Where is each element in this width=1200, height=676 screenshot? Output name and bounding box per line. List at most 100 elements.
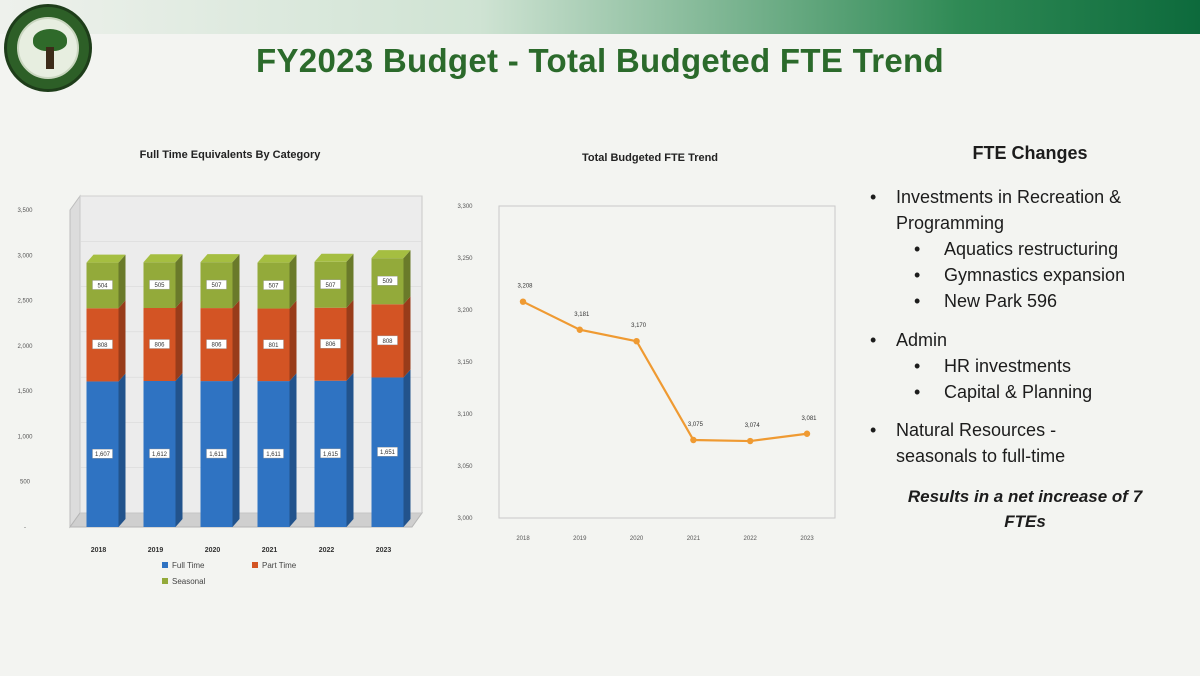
data-label-box xyxy=(320,448,341,459)
top-decorative-band xyxy=(0,0,1200,34)
line-x-tick-label: 2020 xyxy=(630,536,644,542)
legend-label: Part Time xyxy=(262,561,297,570)
bullet-natural-resources-line1: Natural Resources - xyxy=(896,419,1057,440)
trend-point xyxy=(690,436,697,444)
line-x-tick-label: 2023 xyxy=(800,536,814,542)
bar-segment-side xyxy=(175,372,183,527)
line-chart-title: Total Budgeted FTE Trend xyxy=(582,152,718,164)
line-x-tick-label: 2019 xyxy=(573,536,587,542)
data-label-box xyxy=(263,280,284,290)
data-label: 507 xyxy=(325,283,336,289)
legend-label: Full Time xyxy=(172,561,205,570)
bullet-investments-line2: Programming xyxy=(896,213,1005,234)
sub-bullet: HR investments xyxy=(860,353,1190,379)
bar-y-tick-label: 1,500 xyxy=(17,389,33,395)
data-label: 505 xyxy=(154,283,165,289)
net-increase-line1: Results in a net increase of 7 xyxy=(907,487,1143,507)
bar-segment-side xyxy=(346,299,354,381)
bar-y-tick-label: 3,000 xyxy=(17,253,33,259)
line-x-tick-label: 2022 xyxy=(744,536,758,542)
line-x-tick-label: 2018 xyxy=(516,536,530,542)
data-label-box xyxy=(320,339,341,349)
data-label: 1,607 xyxy=(95,452,111,458)
data-label-box xyxy=(149,279,170,290)
bar-segment-side xyxy=(232,300,240,382)
data-label-box xyxy=(149,448,170,459)
tree-trunk xyxy=(46,47,54,69)
sub-bullet: Gymnastics expansion xyxy=(860,262,1190,288)
bullet-investments-line1: Investments in Recreation & xyxy=(896,187,1122,208)
bullet-admin: Admin xyxy=(860,327,1190,353)
bar-segment-side xyxy=(289,373,297,527)
slide-title: FY2023 Budget - Total Budgeted FTE Trend xyxy=(256,42,944,79)
line-y-tick-label: 3,300 xyxy=(457,204,473,210)
trend-point xyxy=(519,298,527,305)
bar-segment-top xyxy=(200,254,240,263)
trend-data-label: 3,074 xyxy=(745,423,761,429)
sub-bullet: Aquatics restructuring xyxy=(860,236,1190,262)
trend-point xyxy=(747,437,754,445)
bar-segment-side xyxy=(346,253,354,308)
bar-segment-side xyxy=(346,372,354,527)
data-label-box xyxy=(92,280,113,290)
data-label-box xyxy=(206,339,227,349)
data-label: 507 xyxy=(268,284,279,290)
bar-segment-side xyxy=(289,254,297,309)
data-label-box xyxy=(206,448,227,459)
line-y-axis: 3,000 3,050 3,100 3,150 3,200 3,250 3,300 xyxy=(457,204,473,522)
data-label-box xyxy=(263,448,284,459)
data-label: 806 xyxy=(211,343,222,349)
data-label-box xyxy=(92,449,113,459)
plot-border xyxy=(498,205,836,519)
bar-segment-top xyxy=(86,254,126,263)
trend-data-label: 3,208 xyxy=(517,284,533,290)
data-label: 509 xyxy=(382,279,393,285)
line-chart-frame xyxy=(498,205,836,519)
data-label-box xyxy=(320,279,341,289)
data-label: 507 xyxy=(211,283,222,289)
bar-x-tick-label: 2020 xyxy=(205,547,221,554)
data-label-box xyxy=(149,339,170,349)
trend-line xyxy=(522,300,808,443)
bar-x-tick-label: 2022 xyxy=(319,547,335,554)
bar-x-tick-label: 2018 xyxy=(91,547,107,554)
bar-chart-title: Full Time Equivalents By Category xyxy=(140,149,322,161)
legend-swatch xyxy=(162,578,168,584)
bar-segment-top xyxy=(257,254,297,263)
bar-y-tick-label: 3,500 xyxy=(17,208,33,214)
legend-label: Seasonal xyxy=(172,577,206,586)
bar-y-tick-label: 1,000 xyxy=(17,434,33,440)
bar-marks: 1,607 808 504 1,612 806 505 1,611 806 507 1,611 80… xyxy=(86,250,411,527)
bar-segment-side xyxy=(118,300,126,382)
data-label-box xyxy=(377,276,398,286)
bar-segment-side xyxy=(403,296,411,378)
data-label: 1,611 xyxy=(209,452,224,458)
bar-segment-side xyxy=(175,299,183,381)
bar-x-tick-label: 2021 xyxy=(262,547,278,554)
trend-point xyxy=(576,326,583,333)
sub-bullet: Capital & Planning xyxy=(860,379,1190,405)
bar-segment-top xyxy=(314,253,354,262)
data-label: 806 xyxy=(325,342,336,348)
bar-x-axis: 2018 2019 2020 2021 2022 2023 xyxy=(91,547,392,554)
sub-bullet: New Park 596 xyxy=(860,288,1190,314)
data-label: 808 xyxy=(382,339,393,345)
bar-segment-side xyxy=(232,254,240,309)
bar-segment-side xyxy=(403,369,411,527)
legend-swatch xyxy=(162,562,168,568)
organization-seal-logo xyxy=(4,4,92,92)
bar-segment-side xyxy=(232,373,240,527)
seal-inner xyxy=(17,17,79,79)
back-wall xyxy=(79,195,423,514)
data-label: 806 xyxy=(154,342,165,348)
bar-y-tick-label: 500 xyxy=(20,480,31,486)
trend-point xyxy=(633,338,640,345)
bar-segment-side xyxy=(289,300,297,382)
data-label-box xyxy=(263,339,284,350)
data-label-box xyxy=(92,339,113,350)
trend-data-label: 3,181 xyxy=(574,312,590,318)
trend-data-label: 3,081 xyxy=(801,416,817,422)
data-label: 1,611 xyxy=(266,452,281,458)
bar-x-tick-label: 2019 xyxy=(148,547,164,554)
